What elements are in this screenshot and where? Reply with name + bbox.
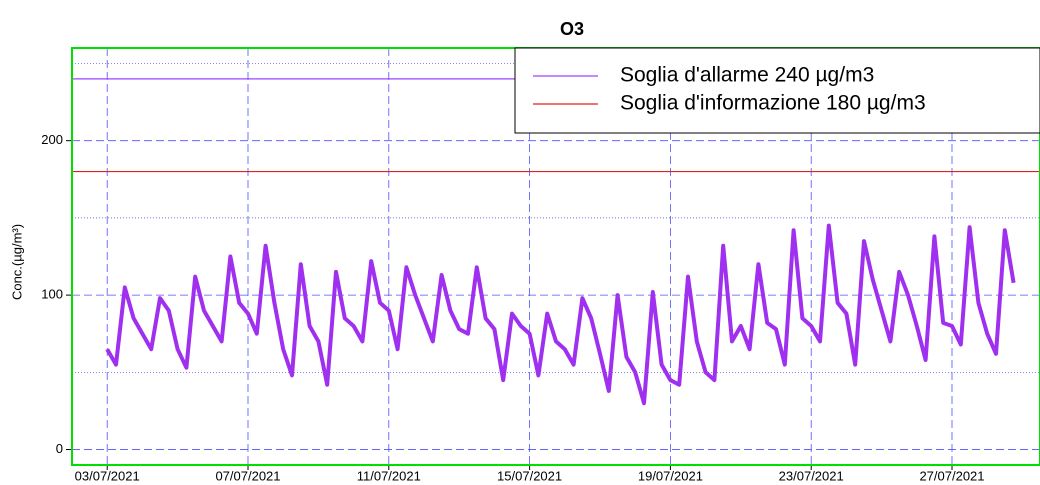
y-tick-label: 200 <box>41 132 63 147</box>
x-tick-label: 03/07/2021 <box>75 468 140 483</box>
legend: Soglia d'allarme 240 µg/m3 Soglia d'infor… <box>514 47 1040 134</box>
x-tick-label: 23/07/2021 <box>779 468 844 483</box>
legend-box <box>514 47 1040 134</box>
x-tick-label: 11/07/2021 <box>357 468 421 483</box>
x-tick-label: 15/07/2021 <box>497 468 562 483</box>
y-tick-label: 100 <box>41 287 63 302</box>
x-tick-label: 07/07/2021 <box>215 468 280 483</box>
y-axis-label: Conc.(µg/m³) <box>9 224 24 300</box>
legend-label: Soglia d'allarme 240 µg/m3 <box>620 64 874 87</box>
x-tick-label: 27/07/2021 <box>919 468 984 483</box>
legend-label: Soglia d'informazione 180 µg/m3 <box>620 92 926 115</box>
x-tick-label: 19/07/2021 <box>638 468 703 483</box>
data-line <box>105 223 1016 406</box>
y-tick-label: 0 <box>56 441 63 456</box>
chart-title: O3 <box>560 19 584 39</box>
